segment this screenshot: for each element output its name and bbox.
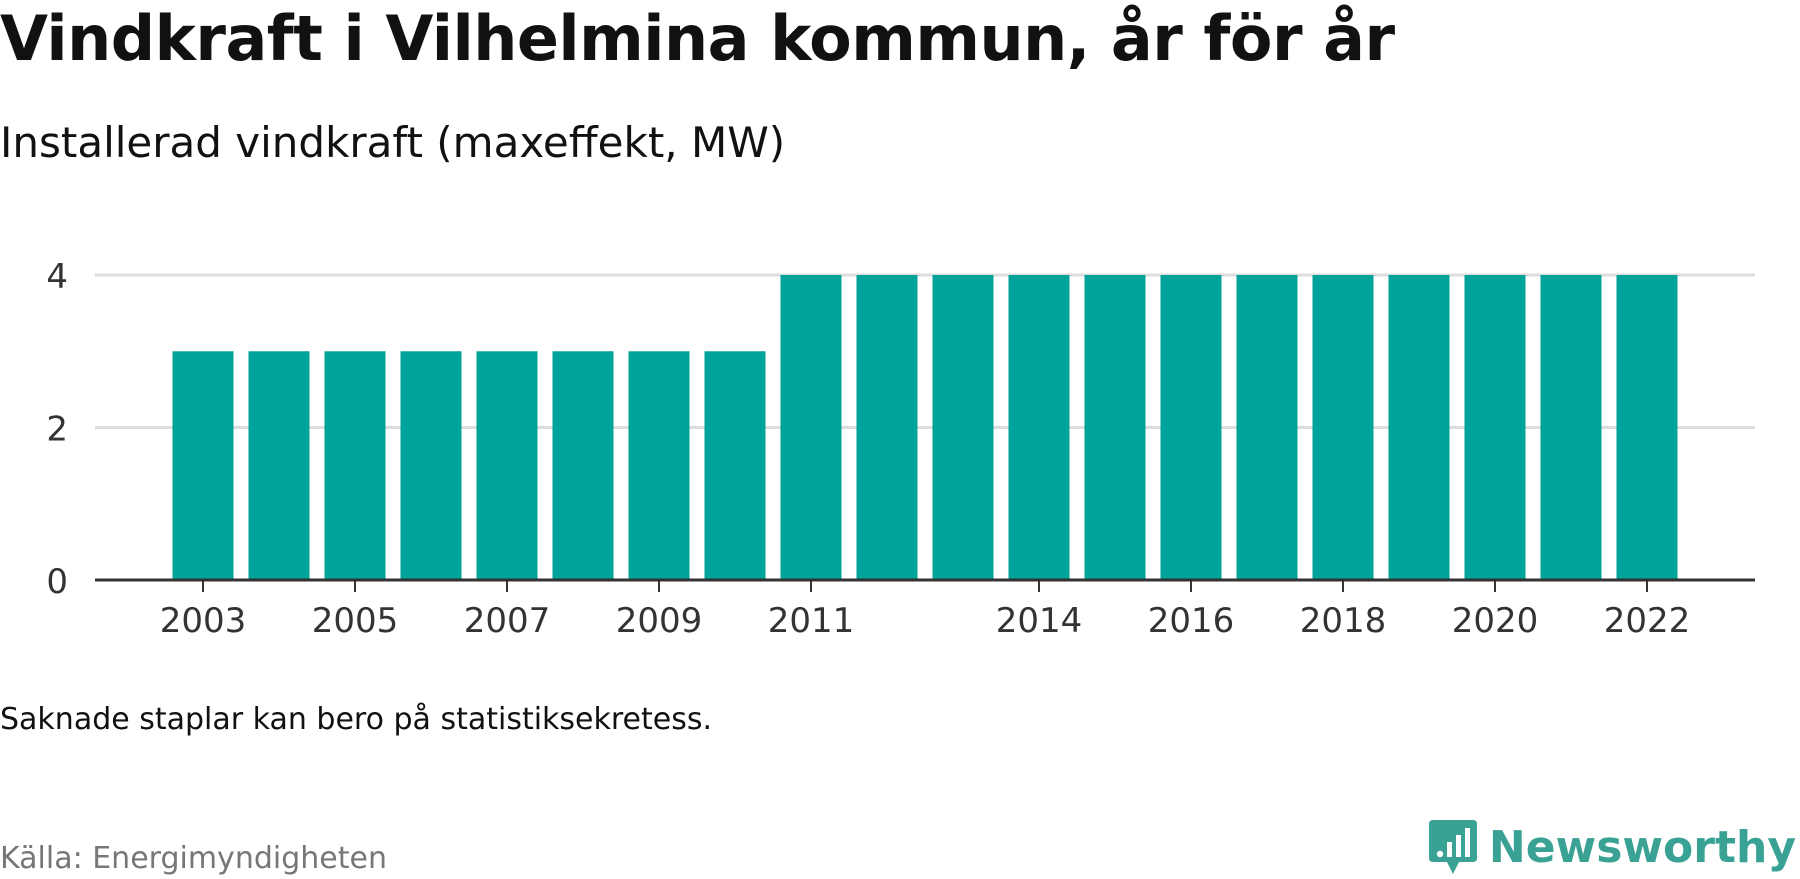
bar-2018 — [1312, 275, 1374, 580]
bar-2014 — [1008, 275, 1070, 580]
bar-chart: 0 2 4 2003 2005 2007 2009 2011 2014 2016 2018 2020 2… — [46, 257, 1755, 641]
x-tick-label: 2003 — [160, 601, 247, 641]
footnote: Saknade staplar kan bero på statistiksek… — [0, 702, 713, 737]
brand-logo: Newsworthy — [1427, 818, 1796, 876]
y-tick-label: 4 — [46, 257, 68, 297]
x-tick-label: 2005 — [312, 601, 399, 641]
bar-2015 — [1084, 275, 1146, 580]
bar-2011 — [780, 275, 842, 580]
bar-2008 — [552, 351, 614, 580]
bar-2009 — [628, 351, 690, 580]
x-tick-label: 2009 — [616, 601, 703, 641]
brand-name: Newsworthy — [1488, 821, 1796, 873]
bar-2012 — [856, 275, 918, 580]
newsworthy-logo-icon — [1428, 820, 1477, 874]
bar-2017 — [1236, 275, 1298, 580]
bar-2020 — [1464, 275, 1526, 580]
x-tick-label: 2014 — [996, 601, 1083, 641]
bar-2006 — [400, 351, 462, 580]
bar-2016 — [1160, 275, 1222, 580]
source-credit: Källa: Energimyndigheten — [0, 841, 387, 876]
x-tick-label: 2020 — [1452, 601, 1539, 641]
x-tick-label: 2022 — [1604, 601, 1691, 641]
x-tick-label: 2016 — [1148, 601, 1235, 641]
bar-2022 — [1616, 275, 1678, 580]
bar-2005 — [324, 351, 386, 580]
bar-2013 — [932, 275, 994, 580]
x-tick-label: 2018 — [1300, 601, 1387, 641]
chart-title: Vindkraft i Vilhelmina kommun, år för år — [0, 2, 1395, 75]
y-tick-label: 2 — [46, 410, 68, 450]
bar-2004 — [248, 351, 310, 580]
chart-subtitle: Installerad vindkraft (maxeffekt, MW) — [0, 118, 786, 167]
bar-2010 — [704, 351, 766, 580]
bar-2003 — [172, 351, 234, 580]
bar-2007 — [476, 351, 538, 580]
x-tick-label: 2007 — [464, 601, 551, 641]
bar-2019 — [1388, 275, 1450, 580]
y-tick-label: 0 — [46, 562, 68, 602]
x-tick-label: 2011 — [768, 601, 855, 641]
bar-2021 — [1540, 275, 1602, 580]
